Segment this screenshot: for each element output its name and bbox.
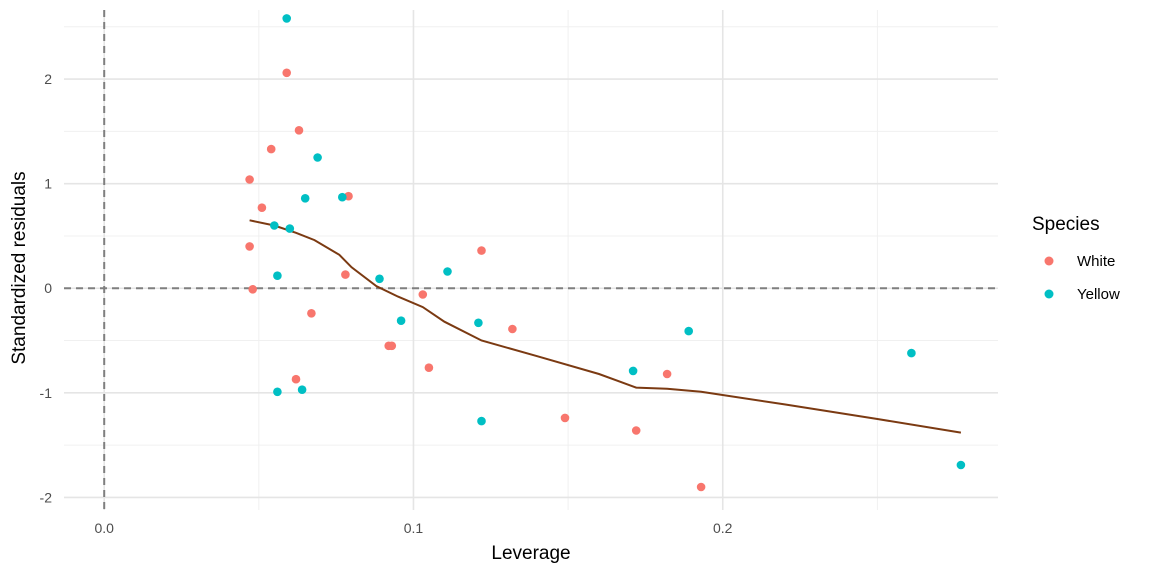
legend-key-yellow [1044,289,1054,299]
data-points [245,14,966,492]
point-white [662,369,672,379]
point-white [341,270,350,279]
point-white [424,363,434,373]
point-white [307,309,316,318]
point-yellow [273,271,282,281]
legend: Species White Yellow [1032,214,1120,303]
point-yellow [300,194,310,203]
x-axis-tick-labels: 0.0 0.1 0.2 [94,520,732,536]
smooth-line-path [249,219,962,434]
legend-label-white: White [1077,253,1115,270]
point-yellow [907,348,916,358]
y-axis-title: Standardized residuals [9,171,30,364]
point-white [291,374,301,384]
point-white [245,175,254,184]
point-yellow [270,221,279,230]
y-tick-label: -1 [40,385,53,401]
point-white [508,324,517,334]
legend-key-white [1044,256,1054,266]
point-yellow [313,153,322,162]
x-tick-label: 0.0 [94,520,114,536]
point-white [631,426,641,435]
smooth-trend-line [249,219,962,434]
point-white [477,246,486,255]
y-tick-label: 1 [44,176,52,192]
y-axis-tick-labels: -2 -1 0 1 2 [40,71,53,505]
point-yellow [477,416,486,426]
point-yellow [282,14,292,23]
point-yellow [684,326,693,336]
legend-title: Species [1032,214,1100,235]
x-tick-label: 0.1 [404,520,424,536]
point-yellow [285,224,295,233]
point-white [248,285,257,294]
point-white [560,413,570,423]
y-tick-label: 2 [44,71,52,87]
point-yellow [474,318,483,328]
point-white [245,242,254,251]
point-white [387,341,397,351]
point-white [418,290,428,299]
point-white [266,144,276,154]
point-yellow [628,366,638,376]
point-yellow [375,274,384,284]
point-white [696,482,706,492]
point-white [282,68,292,78]
major-gridlines [64,10,998,510]
reference-lines [64,10,998,510]
legend-label-yellow: Yellow [1077,286,1120,303]
y-tick-label: 0 [44,280,52,296]
point-yellow [443,267,452,276]
y-tick-label: -2 [40,489,53,505]
minor-gridlines [64,10,998,510]
point-yellow [956,460,966,470]
x-tick-label: 0.2 [713,520,733,536]
point-yellow [273,387,282,397]
point-yellow [338,192,347,202]
point-yellow [396,316,406,326]
point-white [294,126,304,135]
point-yellow [297,385,307,395]
x-axis-title: Leverage [491,543,570,564]
point-white [257,203,267,212]
